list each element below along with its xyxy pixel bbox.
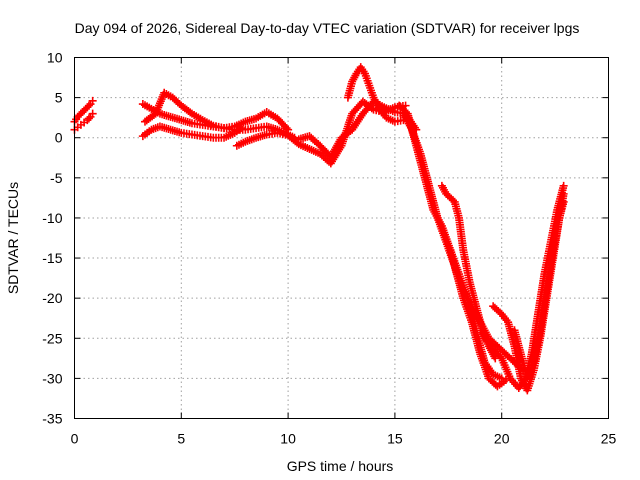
data-points — [70, 63, 568, 395]
y-tick-label: -5 — [50, 170, 63, 186]
plot-frame — [74, 57, 609, 419]
data-point — [237, 124, 246, 133]
series-arc-a — [70, 96, 97, 126]
data-point — [559, 197, 568, 206]
y-tick-label: -30 — [42, 370, 62, 386]
x-tick-label: 25 — [601, 431, 617, 447]
axis-ticks: 0 5 10 15 20 25 10 5 0 -5 -10 -15 -20 -25 -30 -35 — [42, 50, 616, 447]
series-arc-f — [232, 97, 410, 168]
series-arc-h — [343, 63, 408, 126]
y-tick-label: -15 — [42, 250, 62, 266]
y-tick-label: -25 — [42, 330, 62, 346]
y-axis-label: SDTVAR / TECUs — [5, 182, 21, 294]
series-arc-g — [294, 97, 421, 161]
x-tick-label: 20 — [494, 431, 510, 447]
data-point — [282, 124, 291, 133]
series-arc-b — [70, 109, 97, 134]
y-tick-label: -10 — [42, 210, 62, 226]
y-tick-label: -20 — [42, 290, 62, 306]
chart-title: Day 094 of 2026, Sidereal Day-to-day VTE… — [75, 20, 580, 36]
x-tick-label: 5 — [177, 431, 185, 447]
y-tick-label: 0 — [55, 130, 63, 146]
data-point — [88, 96, 97, 105]
data-point — [88, 109, 97, 118]
x-axis-label: GPS time / hours — [287, 458, 394, 474]
series-arc-d — [140, 88, 293, 134]
series-arc-j — [399, 109, 510, 391]
series-arc-o — [510, 197, 568, 383]
y-tick-label: -35 — [42, 411, 62, 427]
data-point — [559, 189, 568, 198]
y-tick-label: 5 — [55, 90, 63, 106]
data-point — [559, 181, 568, 190]
y-tick-label: 10 — [47, 50, 63, 66]
x-tick-label: 0 — [71, 431, 79, 447]
data-point — [84, 101, 93, 110]
series-arc-e — [138, 122, 246, 142]
data-point — [84, 114, 93, 123]
x-tick-label: 15 — [387, 431, 403, 447]
x-tick-label: 10 — [280, 431, 296, 447]
